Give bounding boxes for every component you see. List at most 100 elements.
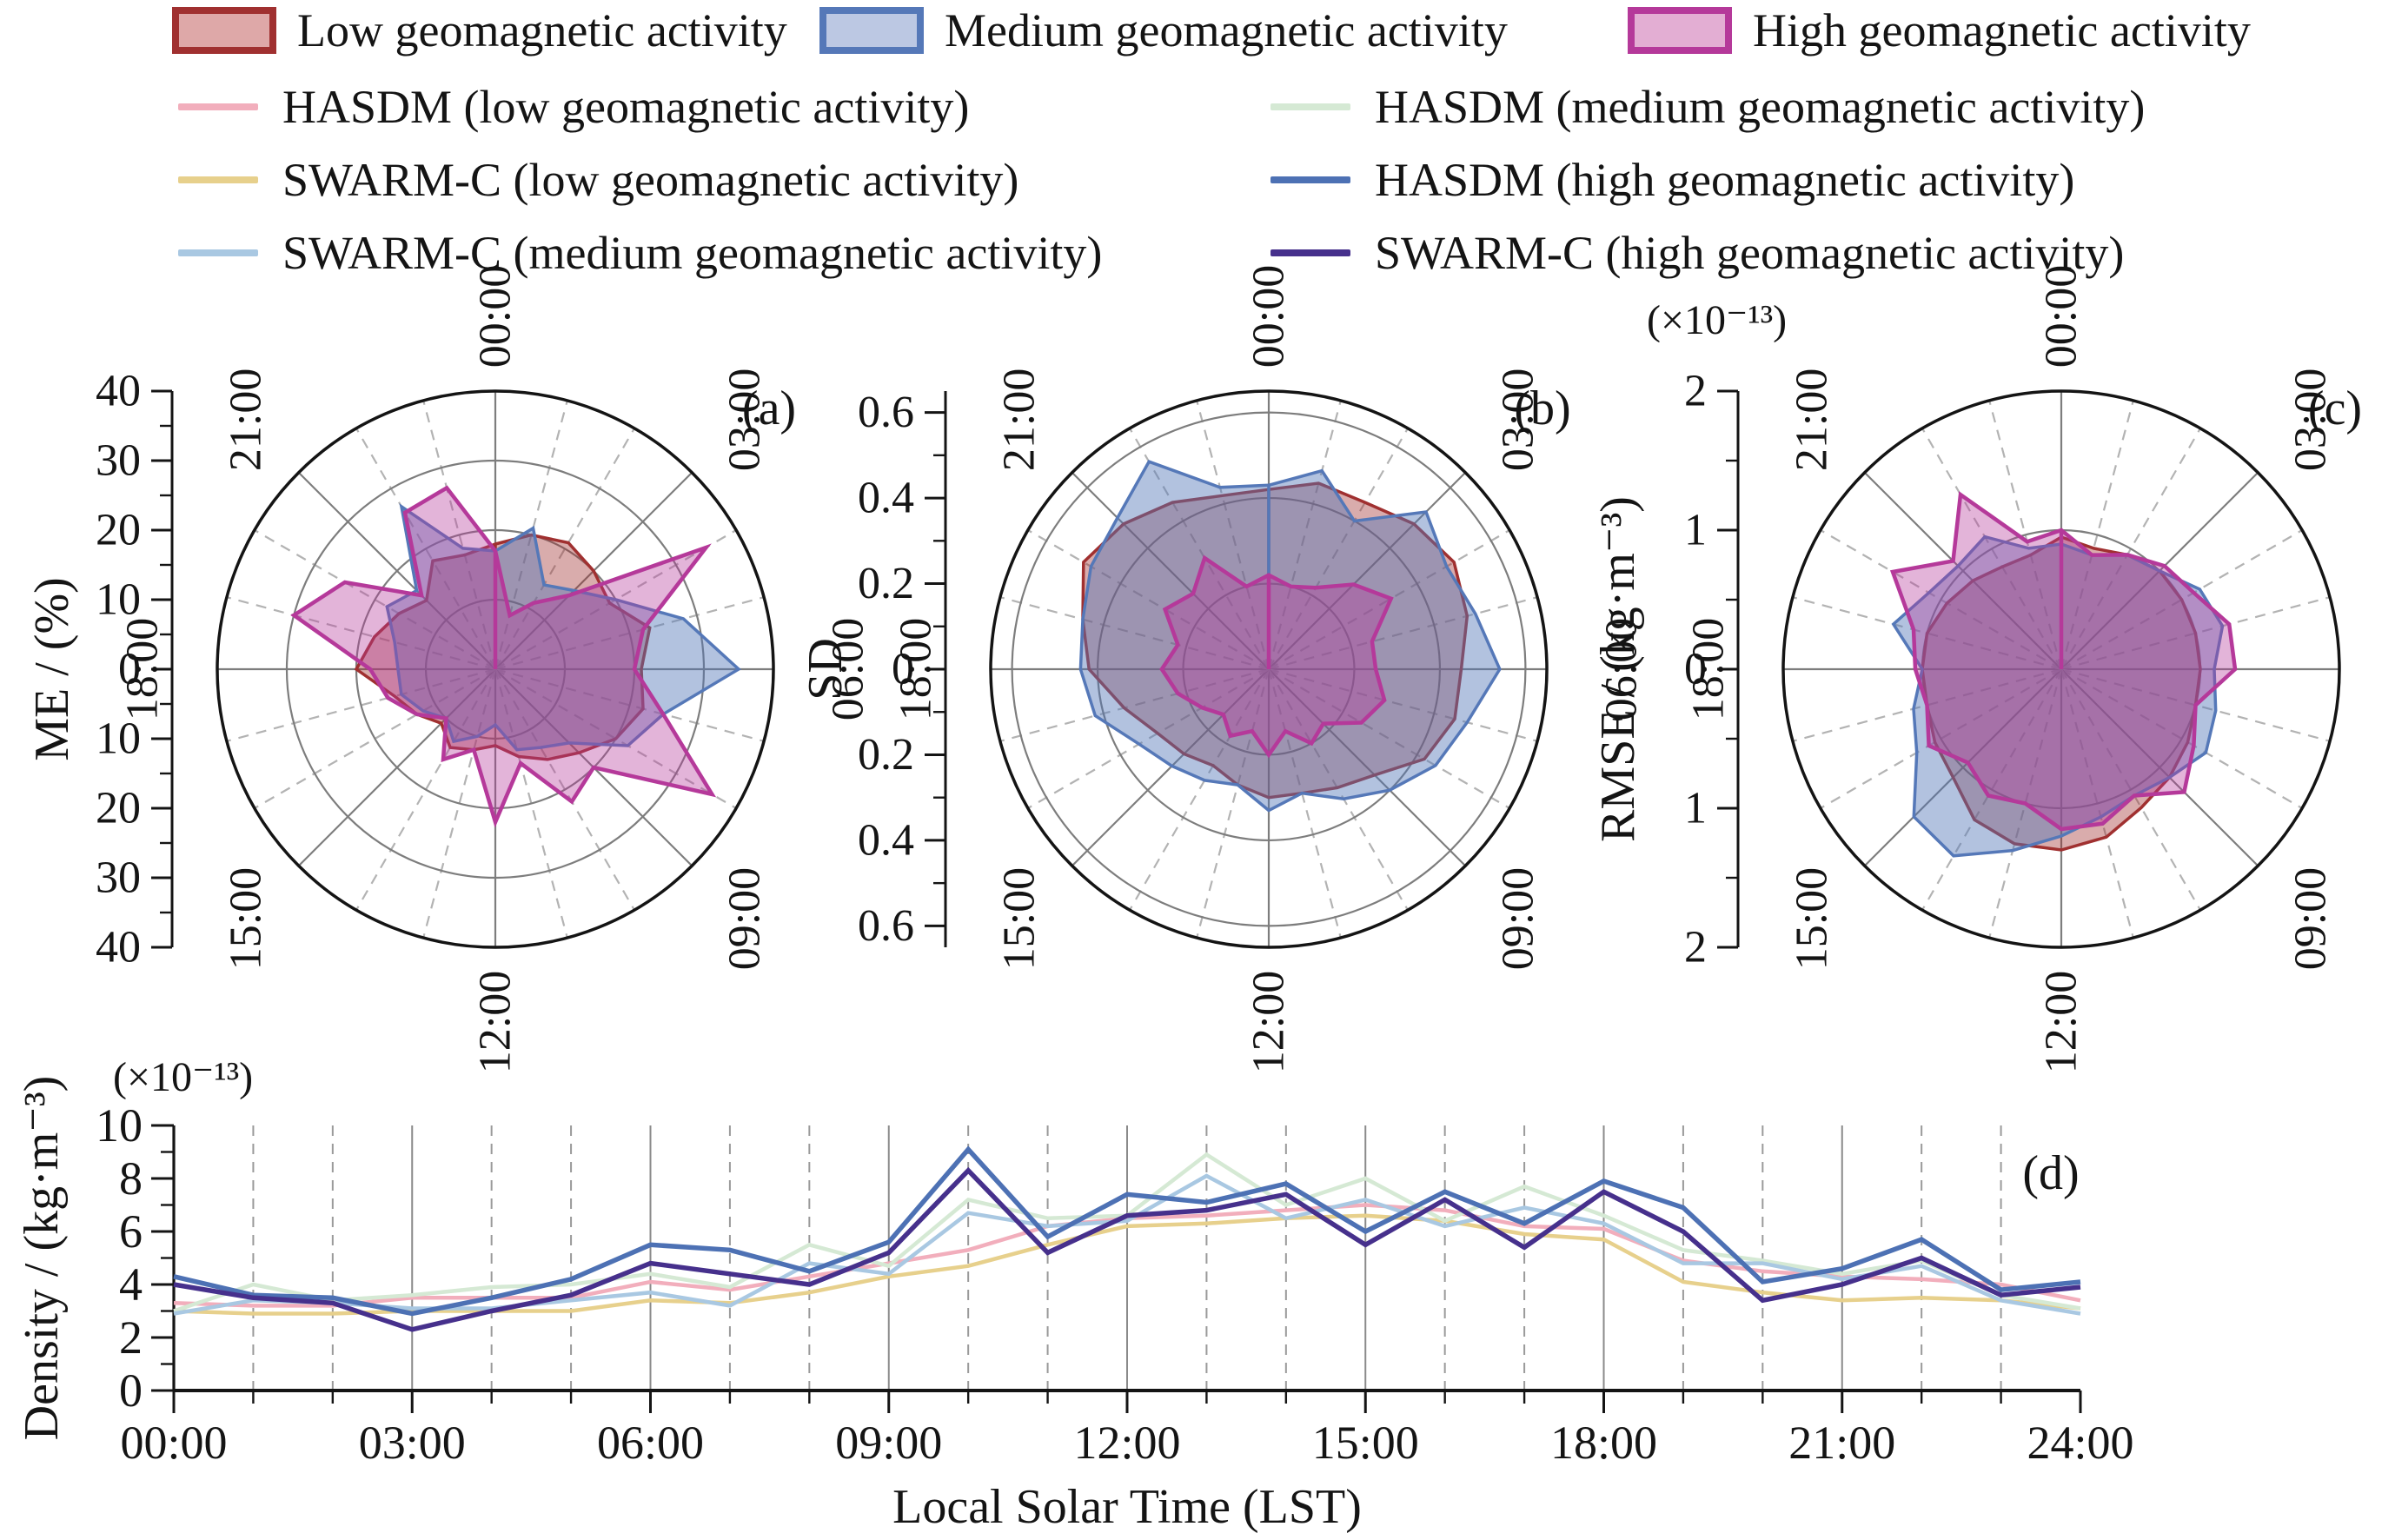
x-axis-tick-label: 06:00 (597, 1417, 704, 1469)
polar-spoke (1071, 471, 1270, 670)
polar-chart-b: 0.6 0.4 0.2 0 0.2 0.4 0.6 SD 00:00 03:00 06:00 09:0… (799, 265, 1647, 1073)
polar-spoke (1820, 529, 2062, 670)
swarmc-low-line-swatch (178, 176, 258, 183)
polar-spoke (254, 529, 496, 670)
polar-grid-circle (285, 459, 706, 880)
high-activity-patch-swatch (1628, 7, 1732, 54)
polar-spoke (226, 596, 496, 671)
radial-axis-tick-label: 10 (96, 575, 141, 625)
radial-axis-tick-label: 0.4 (858, 474, 914, 523)
y-axis-tick-label: 4 (119, 1258, 143, 1311)
polar-spoke (494, 596, 765, 671)
polar-spoke (2060, 529, 2303, 670)
radial-axis-tick-label: 30 (96, 853, 141, 903)
radial-axis-tick-label: 0 (1684, 645, 1707, 694)
polar-chart-c: 2 1 0 1 2 RMSE / (kg·m⁻³) (×10⁻¹³) 00:00 03:00 06… (1591, 265, 2395, 1073)
polar-hour-label: 09:00 (720, 867, 770, 970)
low-activity-patch-swatch (172, 7, 276, 54)
legend-item-hasdm-low: HASDM (low geomagnetic activity) (178, 82, 969, 132)
x-axis-tick-label: 21:00 (1788, 1417, 1895, 1469)
legend-label: Low geomagnetic activity (297, 4, 787, 56)
density-series-line (173, 1173, 2081, 1316)
polar-spoke (1268, 667, 1538, 742)
radar-series-low (1081, 481, 1470, 800)
polar-spoke (1129, 428, 1270, 670)
polar-spoke (1268, 668, 1510, 809)
hasdm-low-line-swatch (178, 103, 258, 110)
density-series-line (173, 1166, 2081, 1332)
radial-axis-tick-label: 0.4 (858, 815, 914, 865)
legend-label: HASDM (medium geomagnetic activity) (1375, 81, 2146, 133)
legend-item-hasdm-medium: HASDM (medium geomagnetic activity) (1270, 82, 2145, 132)
medium-activity-patch-swatch (819, 7, 924, 54)
y-axis-tick-label: 0 (119, 1364, 143, 1417)
radial-axis-tick-label: 20 (96, 784, 141, 833)
legend-label: HASDM (high geomagnetic activity) (1375, 154, 2075, 206)
legend-item-hasdm-high: HASDM (high geomagnetic activity) (1270, 155, 2074, 205)
polar-hour-label: 15:00 (1787, 867, 1836, 970)
axis-exponent-label: (×10⁻¹³) (1647, 297, 1787, 343)
x-axis-tick-label: 18:00 (1550, 1417, 1657, 1469)
x-axis-tick-label: 24:00 (2027, 1417, 2133, 1469)
radar-series-high (1159, 554, 1394, 759)
polar-spoke (2060, 428, 2201, 670)
polar-spoke (355, 668, 496, 911)
radial-axis-tick-label: 2 (1684, 923, 1707, 972)
radial-axis-tick-label: 0.6 (858, 388, 914, 437)
polar-spoke (226, 667, 496, 742)
hasdm-medium-line-swatch (1270, 103, 1350, 110)
radial-axis-tick-label: 30 (96, 436, 141, 486)
legend-item-high-activity: High geomagnetic activity (1628, 5, 2251, 56)
radar-series-medium (1078, 460, 1502, 813)
polar-hour-label: 00:00 (471, 265, 521, 368)
legend-label: SWARM-C (high geomagnetic activity) (1375, 227, 2125, 279)
polar-spoke (2060, 400, 2134, 670)
polar-spoke (2060, 596, 2331, 671)
legend-label: SWARM-C (medium geomagnetic activity) (282, 227, 1103, 279)
polar-hour-label: 15:00 (994, 867, 1044, 970)
polar-spoke (494, 668, 568, 939)
polar-spoke (494, 428, 635, 670)
legend-item-swarmc-low: SWARM-C (low geomagnetic activity) (178, 155, 1018, 205)
legend-item-medium-activity: Medium geomagnetic activity (819, 5, 1508, 56)
polar-spoke (1267, 400, 1342, 670)
polar-axis-title: ME / (%) (25, 577, 79, 761)
polar-spoke (1267, 668, 1342, 939)
panel-label: (d) (2022, 1146, 2079, 1200)
legend: Low geomagnetic activity Medium geomagne… (0, 0, 2395, 287)
polar-hour-label: 21:00 (1787, 368, 1836, 471)
y-axis-title: Density / (kg·m⁻³) (15, 1076, 69, 1441)
panel-label: (a) (742, 382, 796, 435)
polar-chart-a: 40 30 20 10 0 10 20 30 40 ME / (%) 00:00 03:00 06:00… (25, 265, 873, 1073)
x-axis-tick-label: 09:00 (835, 1417, 942, 1469)
panel-label: (c) (2308, 382, 2362, 435)
polar-spoke (1268, 471, 1467, 670)
legend-label: Medium geomagnetic activity (945, 4, 1508, 56)
swarmc-medium-line-swatch (178, 249, 258, 256)
polar-spoke (422, 668, 497, 939)
polar-spoke (2060, 667, 2331, 742)
radar-series-medium (385, 503, 741, 752)
polar-spoke (1820, 668, 2062, 809)
polar-hour-label: 06:00 (1597, 618, 1647, 720)
polar-spoke (1071, 668, 1270, 867)
legend-item-swarmc-medium: SWARM-C (medium geomagnetic activity) (178, 228, 1102, 278)
polar-hour-label: 00:00 (2037, 265, 2087, 368)
polar-spoke (2060, 668, 2134, 939)
legend-label: High geomagnetic activity (1753, 4, 2251, 56)
polar-axis-title: SD (799, 638, 853, 700)
polar-spoke (1268, 668, 1467, 867)
legend-label: SWARM-C (low geomagnetic activity) (282, 154, 1019, 206)
x-axis-tick-label: 03:00 (359, 1417, 466, 1469)
y-axis-tick-label: 2 (119, 1311, 143, 1364)
polar-hour-label: 18:00 (118, 618, 168, 720)
legend-label: HASDM (low geomagnetic activity) (282, 81, 970, 133)
polar-hour-label: 06:00 (2390, 618, 2395, 720)
radial-axis-tick-label: 1 (1684, 506, 1707, 555)
y-axis-tick-label: 8 (119, 1152, 143, 1205)
polar-spoke (1921, 428, 2062, 670)
polar-spoke (254, 668, 496, 809)
polar-spoke (1129, 668, 1270, 911)
polar-hour-label: 09:00 (2286, 867, 2336, 970)
